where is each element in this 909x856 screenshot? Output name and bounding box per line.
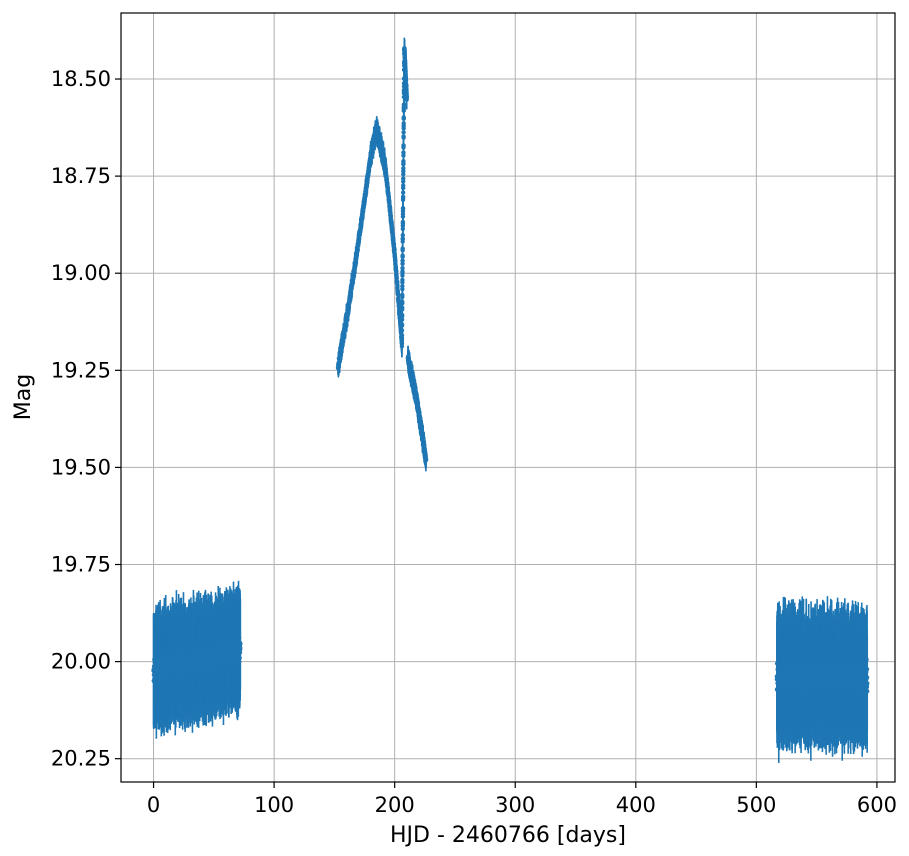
data-point xyxy=(404,95,409,100)
data-point xyxy=(401,102,407,107)
grid xyxy=(121,13,895,782)
data-points xyxy=(151,37,870,764)
data-point xyxy=(238,641,243,647)
data-point xyxy=(401,143,406,148)
data-point xyxy=(400,246,405,251)
data-point xyxy=(423,456,429,462)
